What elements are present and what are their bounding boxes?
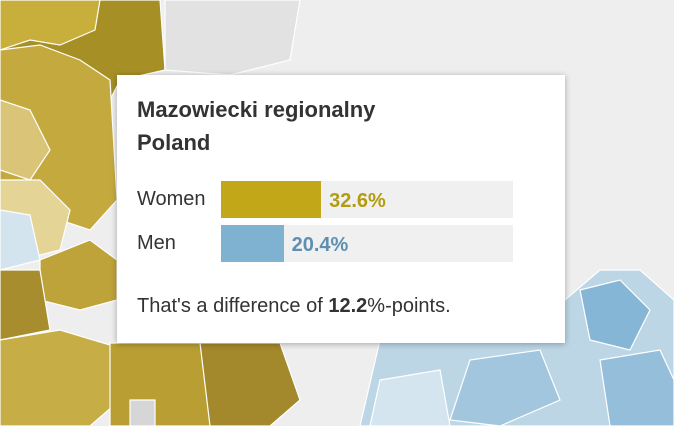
region [0,99,51,181]
bar-track: 20.4% [221,225,513,262]
difference-text: That's a difference of 12.2%-points. [137,295,451,318]
bar-row: Women 32.6% [137,181,513,218]
region [449,349,561,426]
difference-value: 12.2 [328,295,368,317]
region [0,269,51,341]
region [164,0,301,76]
region [0,329,121,426]
region [579,279,651,351]
bar-row: Men 20.4% [137,225,513,262]
bar-label: Men [137,232,176,254]
bar [221,225,284,262]
bar-label: Women [137,188,206,210]
region [369,369,451,426]
bar [221,181,322,218]
bar-track: 32.6% [221,181,513,218]
region-name: Mazowiecki regionalny [137,97,376,122]
difference-prefix: That's a difference of [137,295,323,317]
region [199,342,301,426]
region [0,0,101,51]
country-name: Poland [137,130,211,155]
region [129,399,156,426]
value-label: 20.4% [291,234,349,256]
difference-suffix: %-points. [367,295,451,317]
value-label: 32.6% [329,190,386,212]
tooltip: Mazowiecki regionalny Poland That's a di… [117,75,565,343]
region [599,349,674,426]
